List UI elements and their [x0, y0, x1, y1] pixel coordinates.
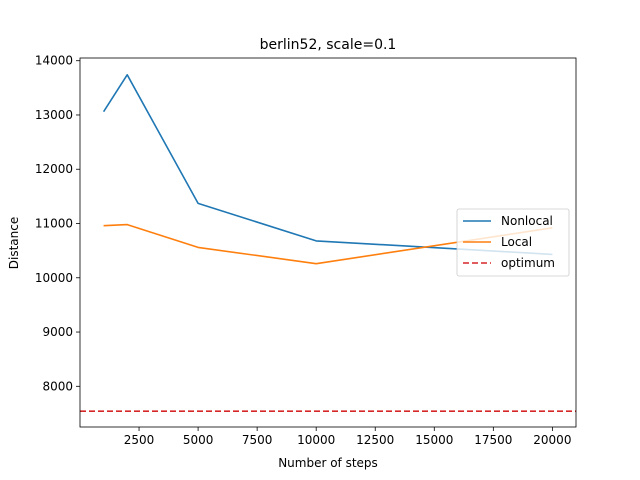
y-tick-label: 8000 [42, 379, 73, 393]
series-line-nonlocal [102, 74, 553, 256]
y-tick-label: 12000 [35, 162, 73, 176]
chart-title: berlin52, scale=0.1 [260, 37, 397, 53]
legend-label-optimum: optimum [501, 256, 555, 270]
x-axis-ticks: 2500 5000 7500 10000 12500 15000 17500 20000 [124, 427, 571, 447]
x-tick-label: 20000 [533, 433, 571, 447]
plot-frame [79, 57, 577, 428]
legend-box [456, 208, 570, 277]
x-tick-label: 10000 [297, 433, 335, 447]
x-tick-label: 5000 [183, 433, 214, 447]
x-tick-label: 15000 [415, 433, 453, 447]
y-tick-label: 14000 [35, 54, 73, 68]
y-tick-label: 9000 [42, 325, 73, 339]
plot-lines [80, 74, 576, 412]
y-axis-label: Distance [7, 217, 21, 269]
x-tick-label: 12500 [356, 433, 394, 447]
x-axis-label: Number of steps [278, 456, 378, 470]
legend: Nonlocal Local optimum [456, 208, 570, 277]
x-tick-label: 7500 [242, 433, 273, 447]
legend-label-nonlocal: Nonlocal [501, 214, 553, 228]
y-axis-ticks: 8000 9000 10000 11000 12000 13000 14000 [35, 54, 80, 393]
y-tick-label: 11000 [35, 217, 73, 231]
x-tick-label: 17500 [474, 433, 512, 447]
legend-label-local: Local [501, 235, 532, 249]
y-tick-label: 10000 [35, 271, 73, 285]
x-tick-label: 2500 [124, 433, 155, 447]
y-tick-label: 13000 [35, 108, 73, 122]
series-line-local [103, 223, 553, 265]
